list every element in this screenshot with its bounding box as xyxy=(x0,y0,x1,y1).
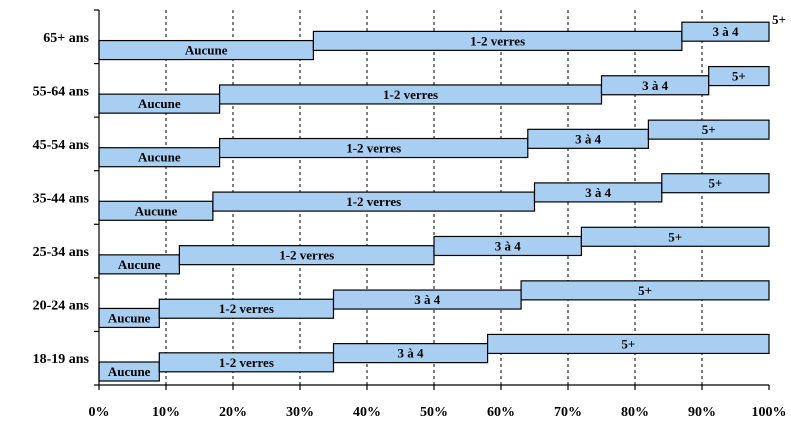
segment-label: 1-2 verres xyxy=(279,248,334,263)
category-label: 20-24 ans xyxy=(33,299,90,314)
segment-label: 1-2 verres xyxy=(383,87,438,102)
labels: 0% 10% 20% 30% 40% 50% 60% 70% 80% 90% 100% 65+ ans… xyxy=(33,12,787,420)
segment-label: 5+ xyxy=(732,69,746,84)
segment-label: 3 à 4 xyxy=(642,78,669,93)
segment-label: 5+ xyxy=(708,176,722,191)
bar-segment xyxy=(661,173,770,194)
x-tick-label: 70% xyxy=(554,405,582,420)
bar-segment xyxy=(708,65,770,87)
bars xyxy=(98,21,770,382)
segment-label: Aucune xyxy=(138,96,181,111)
segment-label: Aucune xyxy=(135,203,178,218)
x-tick-label: 10% xyxy=(152,405,180,420)
x-tick-label: 40% xyxy=(353,405,381,420)
x-tick-label: 30% xyxy=(286,405,314,420)
category-label: 65+ ans xyxy=(43,31,89,46)
bar-segment xyxy=(580,226,770,247)
bar-segment xyxy=(647,119,770,140)
segment-label: Aucune xyxy=(108,364,151,379)
bar-segment xyxy=(487,333,770,355)
x-tick-label: 90% xyxy=(688,405,716,420)
segment-label: 1-2 verres xyxy=(219,301,274,316)
category-label: 35-44 ans xyxy=(33,192,90,207)
segment-label: 3 à 4 xyxy=(585,185,612,200)
axes xyxy=(94,9,770,390)
segment-label: Aucune xyxy=(185,43,228,58)
segment-label: 5+ xyxy=(638,283,652,298)
bar-segment xyxy=(681,21,770,42)
segment-label: 1-2 verres xyxy=(346,194,401,209)
segment-label: 3 à 4 xyxy=(398,346,425,361)
bar-segment xyxy=(520,280,770,301)
x-tick-label: 100% xyxy=(752,405,787,420)
x-tick-label: 0% xyxy=(89,405,110,420)
category-label: 25-34 ans xyxy=(33,245,90,260)
segment-label: 5+ xyxy=(702,122,716,137)
x-tick-label: 60% xyxy=(487,405,515,420)
segment-label: 5+ xyxy=(772,12,786,27)
segment-label: 1-2 verres xyxy=(219,355,274,370)
segment-label: 1-2 verres xyxy=(346,141,401,156)
segment-label: Aucune xyxy=(108,310,151,325)
category-label: 55-64 ans xyxy=(33,84,90,99)
x-tick-label: 20% xyxy=(219,405,247,420)
segment-label: 3 à 4 xyxy=(575,131,602,146)
segment-label: 5+ xyxy=(621,336,635,351)
category-label: 45-54 ans xyxy=(33,138,90,153)
x-tick-label: 50% xyxy=(420,405,448,420)
segment-label: 3 à 4 xyxy=(712,24,739,39)
segment-label: 3 à 4 xyxy=(414,292,441,307)
category-label: 18-19 ans xyxy=(33,352,90,367)
x-tick-label: 80% xyxy=(621,405,649,420)
segment-label: 1-2 verres xyxy=(470,33,525,48)
segment-label: Aucune xyxy=(138,150,181,165)
segment-label: Aucune xyxy=(118,257,161,272)
segment-label: 5+ xyxy=(668,229,682,244)
segment-label: 3 à 4 xyxy=(495,238,522,253)
